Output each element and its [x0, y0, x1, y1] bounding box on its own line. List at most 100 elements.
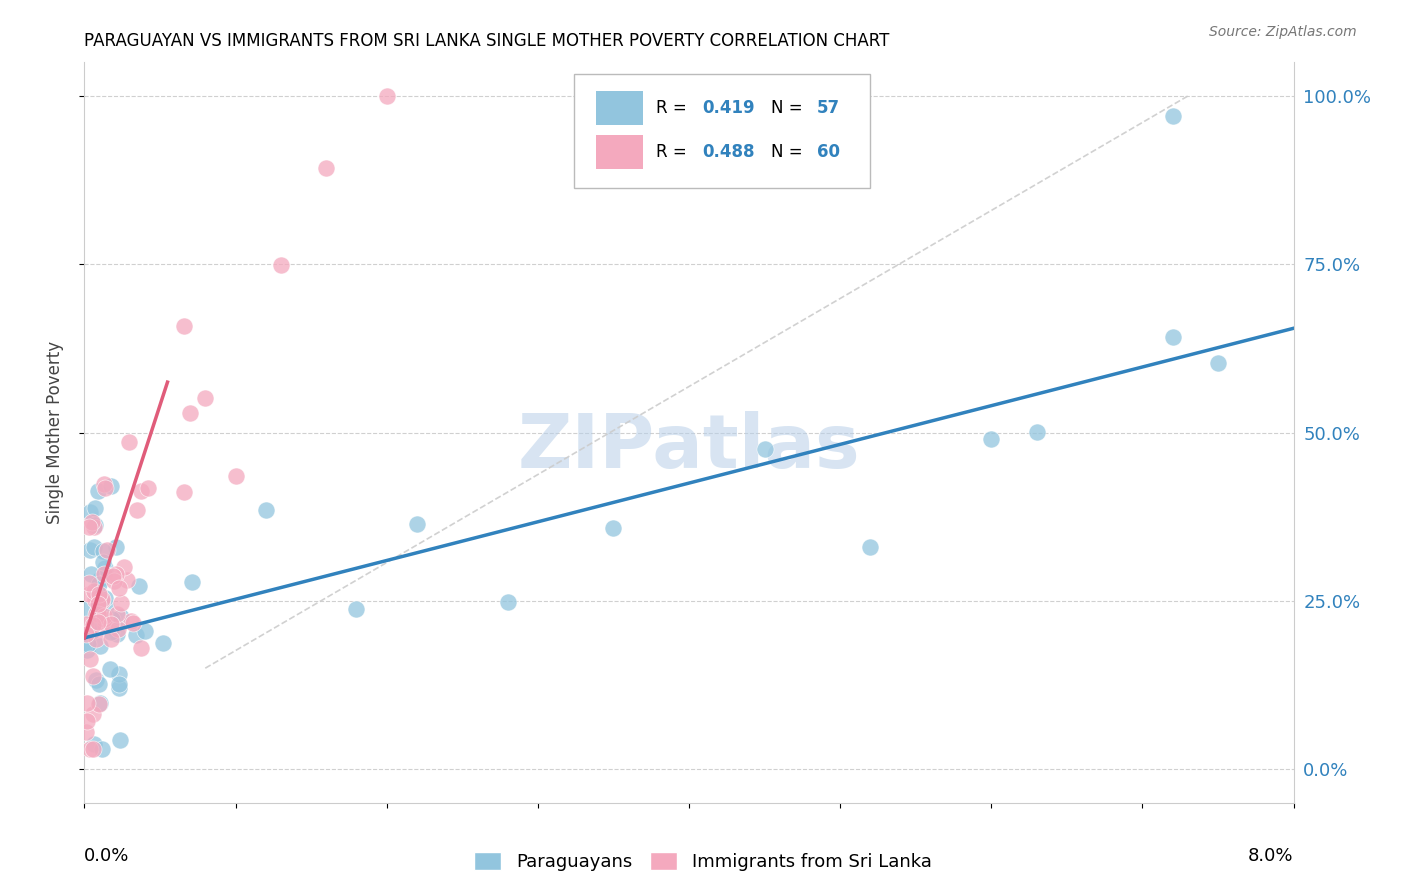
Point — [80, 516, 103, 530]
Text: 57: 57 — [817, 99, 841, 117]
Point — [125, 627, 148, 641]
Point — [83, 540, 105, 554]
Point — [254, 503, 277, 517]
Point — [93, 481, 115, 495]
Text: ZIPatlas: ZIPatlas — [517, 411, 860, 484]
Point — [1161, 330, 1184, 344]
Point — [75, 725, 97, 739]
Point — [80, 624, 103, 639]
Text: N =: N = — [770, 143, 808, 161]
Point — [136, 481, 159, 495]
Point — [91, 544, 114, 558]
Text: 0.488: 0.488 — [702, 143, 755, 161]
Point — [75, 617, 97, 632]
Point — [270, 258, 292, 272]
Point — [76, 714, 98, 729]
Point — [105, 607, 128, 621]
Point — [87, 607, 110, 622]
Point — [173, 318, 195, 333]
Point — [77, 575, 100, 590]
Point — [100, 612, 122, 626]
Point — [75, 626, 97, 640]
Point — [82, 742, 104, 756]
Point — [98, 662, 121, 676]
Point — [1025, 425, 1047, 439]
Text: 60: 60 — [817, 143, 841, 161]
Point — [79, 742, 101, 756]
Point — [80, 567, 103, 582]
Point — [93, 612, 115, 626]
Point — [225, 468, 247, 483]
Point — [79, 542, 101, 557]
Point — [84, 614, 107, 628]
Point — [315, 161, 337, 175]
Point — [134, 624, 156, 638]
Point — [96, 542, 118, 557]
Point — [1206, 356, 1229, 370]
Point — [129, 483, 152, 498]
Point — [84, 673, 107, 687]
Point — [100, 478, 122, 492]
Point — [93, 566, 115, 581]
Point — [112, 559, 135, 574]
Point — [76, 642, 98, 657]
Point — [375, 89, 398, 103]
Point — [91, 555, 114, 569]
Point — [83, 518, 105, 533]
Point — [86, 632, 108, 647]
Point — [82, 618, 104, 632]
Point — [602, 521, 624, 535]
Point — [79, 652, 101, 666]
Point — [89, 605, 111, 619]
Point — [91, 593, 114, 607]
Point — [122, 616, 145, 631]
Point — [93, 477, 115, 491]
Point — [87, 484, 110, 499]
Point — [1161, 109, 1184, 123]
Point — [108, 733, 131, 747]
Point — [83, 500, 105, 515]
Point — [105, 626, 128, 640]
Point — [83, 584, 105, 599]
Point — [103, 574, 125, 588]
Point — [128, 579, 150, 593]
Point — [180, 574, 202, 589]
Point — [83, 737, 105, 751]
Point — [105, 566, 128, 581]
Point — [179, 406, 201, 420]
Point — [79, 505, 101, 519]
Point — [108, 677, 131, 691]
Point — [91, 591, 114, 606]
Text: 0.0%: 0.0% — [84, 847, 129, 865]
Point — [406, 516, 429, 531]
Point — [346, 602, 368, 616]
Point — [89, 572, 111, 586]
Point — [87, 584, 110, 599]
Point — [108, 667, 131, 681]
Point — [110, 609, 132, 624]
Text: PARAGUAYAN VS IMMIGRANTS FROM SRI LANKA SINGLE MOTHER POVERTY CORRELATION CHART: PARAGUAYAN VS IMMIGRANTS FROM SRI LANKA … — [84, 32, 890, 50]
Point — [94, 618, 117, 632]
Point — [82, 706, 104, 721]
Point — [96, 599, 118, 614]
Point — [76, 696, 98, 710]
Point — [89, 696, 111, 710]
Point — [91, 742, 114, 756]
Point — [89, 577, 111, 591]
Point — [89, 586, 111, 600]
Text: N =: N = — [770, 99, 808, 117]
Point — [120, 614, 142, 628]
Point — [107, 623, 129, 637]
Point — [94, 560, 117, 574]
Point — [115, 573, 138, 587]
Point — [101, 569, 124, 583]
Point — [82, 669, 104, 683]
Point — [89, 639, 111, 653]
Point — [77, 519, 100, 533]
Point — [117, 434, 139, 449]
Point — [980, 433, 1002, 447]
Point — [104, 541, 127, 555]
Point — [87, 697, 110, 711]
Point — [194, 391, 217, 405]
FancyBboxPatch shape — [596, 135, 643, 169]
